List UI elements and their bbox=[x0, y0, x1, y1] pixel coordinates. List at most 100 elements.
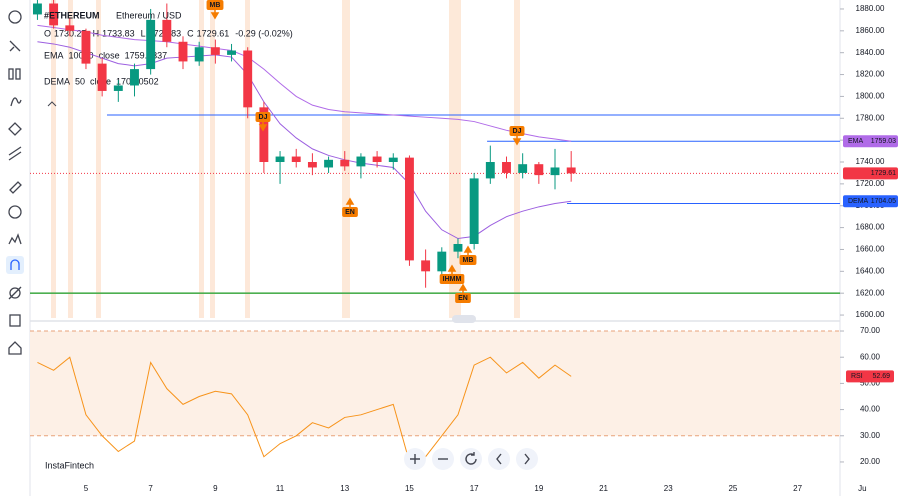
event-label: DJ bbox=[259, 114, 268, 121]
event-marker bbox=[459, 255, 477, 265]
candle-body bbox=[227, 50, 236, 55]
candle-body bbox=[113, 85, 123, 91]
tool-active[interactable] bbox=[6, 256, 24, 274]
indicator-param: 100 bbox=[69, 50, 84, 60]
rsi-badge-name: RSI bbox=[851, 373, 863, 380]
candle-body bbox=[97, 63, 107, 91]
event-marker bbox=[342, 207, 358, 217]
candle-body bbox=[259, 107, 269, 163]
tool-icon[interactable] bbox=[8, 122, 22, 136]
collapse-icon bbox=[47, 101, 57, 107]
pane bbox=[30, 330, 840, 463]
price-badge-value: 1704.05 bbox=[871, 198, 896, 205]
price-badge-value: 1759.03 bbox=[871, 138, 896, 145]
event-marker bbox=[439, 274, 465, 284]
y-tick-label: 1880.00 bbox=[856, 4, 885, 13]
scroll-left[interactable] bbox=[488, 448, 510, 470]
candle-body bbox=[518, 164, 528, 173]
tool-icon[interactable] bbox=[9, 314, 21, 327]
price-badge bbox=[843, 167, 898, 180]
candle-body bbox=[130, 69, 139, 86]
candle-body bbox=[534, 164, 544, 176]
y-tick-label: 1800.00 bbox=[856, 92, 885, 101]
tool-icon[interactable] bbox=[9, 40, 21, 52]
candle-body bbox=[453, 243, 463, 252]
event-label: EN bbox=[345, 209, 355, 216]
event-arrow bbox=[258, 121, 268, 132]
ohlc-key: O bbox=[44, 28, 51, 38]
event-arrow bbox=[458, 283, 468, 294]
candle-body bbox=[81, 30, 91, 64]
candle-body bbox=[194, 47, 204, 62]
candle-body bbox=[485, 162, 495, 179]
tool-icon[interactable] bbox=[8, 146, 22, 161]
y-tick-label: 1840.00 bbox=[856, 48, 885, 57]
candle-body bbox=[146, 19, 156, 70]
y-tick-label: 1820.00 bbox=[856, 70, 885, 79]
symbol-name: Ethereum / USD bbox=[116, 10, 182, 20]
candle-body bbox=[388, 157, 398, 163]
symbol: #ETHEREUM bbox=[44, 10, 100, 20]
candle-body bbox=[275, 156, 285, 163]
candle-body bbox=[49, 3, 59, 26]
candle-body bbox=[162, 19, 172, 42]
tool-icon[interactable] bbox=[10, 97, 22, 107]
price-badge-name: EMA bbox=[848, 138, 864, 145]
ohlc-value: 1733.83 bbox=[102, 28, 135, 38]
y-tick-label: 1780.00 bbox=[856, 113, 885, 122]
x-tick-label: Ju bbox=[858, 484, 866, 493]
event-label: EN bbox=[458, 295, 468, 302]
y-tick-label: 70.00 bbox=[860, 326, 881, 335]
x-tick-label: 7 bbox=[148, 484, 153, 493]
reset[interactable] bbox=[460, 448, 482, 470]
tool-icon[interactable] bbox=[8, 341, 22, 355]
candle-body bbox=[356, 156, 366, 167]
pane bbox=[30, 0, 840, 294]
tool-icon[interactable] bbox=[8, 205, 22, 219]
candle-body bbox=[404, 157, 414, 261]
indicator-name: EMA bbox=[44, 50, 64, 60]
candle-body bbox=[65, 25, 75, 31]
indicator-param: 0 bbox=[89, 50, 94, 60]
tool-icon[interactable] bbox=[9, 181, 22, 194]
scroll-right[interactable] bbox=[516, 448, 538, 470]
rsi-line bbox=[37, 356, 572, 463]
event-label: MB bbox=[210, 2, 221, 9]
event-arrow bbox=[463, 245, 473, 256]
event-label: MB bbox=[463, 257, 474, 264]
y-tick-label: 20.00 bbox=[860, 457, 881, 466]
tool-icon[interactable] bbox=[9, 287, 21, 299]
candle-body bbox=[340, 159, 350, 167]
tool-icon[interactable] bbox=[8, 10, 22, 24]
y-tick-label: 1640.00 bbox=[856, 266, 885, 275]
x-tick-label: 9 bbox=[213, 484, 218, 493]
candle-body bbox=[32, 3, 42, 15]
tool-icon[interactable] bbox=[8, 233, 22, 245]
y-tick-label: 1860.00 bbox=[856, 26, 885, 35]
y-tick-label: 60.00 bbox=[860, 352, 881, 361]
candle-body bbox=[421, 260, 431, 272]
y-tick-label: 1660.00 bbox=[856, 245, 885, 254]
candle-body bbox=[566, 167, 576, 174]
y-tick-label: 50.00 bbox=[860, 379, 881, 388]
candle-body bbox=[372, 156, 382, 163]
indicator-value: 1759.0337 bbox=[125, 50, 168, 60]
pane-handle[interactable] bbox=[452, 315, 476, 323]
price-badge bbox=[843, 135, 898, 148]
tool-icon[interactable] bbox=[8, 68, 14, 80]
candle-body bbox=[243, 50, 253, 108]
x-tick-label: 15 bbox=[405, 484, 414, 493]
rsi-badge-value: 52.69 bbox=[872, 373, 890, 380]
event-marker bbox=[509, 126, 525, 136]
event-marker bbox=[206, 0, 224, 10]
x-tick-label: 13 bbox=[340, 484, 349, 493]
y-tick-label: 40.00 bbox=[860, 405, 881, 414]
ohlc-key: C bbox=[187, 28, 194, 38]
tool-icon[interactable] bbox=[10, 259, 20, 270]
event-label: IHMM bbox=[443, 276, 462, 283]
event-marker bbox=[455, 293, 471, 303]
x-tick-label: 21 bbox=[599, 484, 608, 493]
candle-body bbox=[291, 156, 301, 163]
event-marker bbox=[255, 112, 271, 122]
